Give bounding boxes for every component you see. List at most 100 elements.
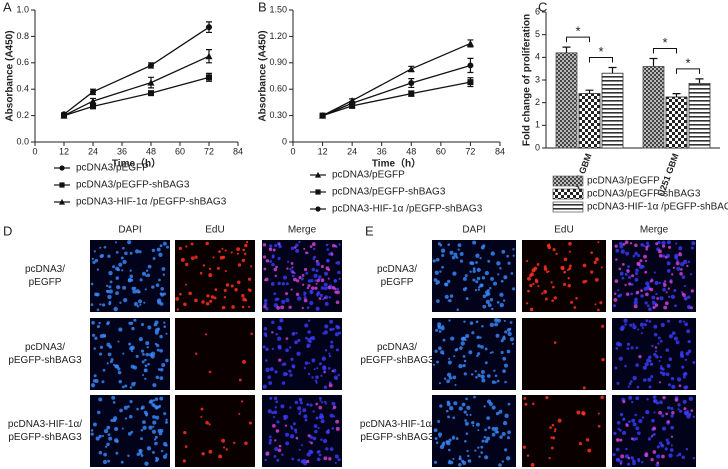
bar [555,52,578,149]
nucleus [269,260,273,264]
nucleus [665,348,670,352]
edu-spot [630,437,634,440]
nucleus [433,460,438,464]
micrograph [262,395,342,467]
nucleus [165,420,168,424]
nucleus [281,363,284,366]
y-tick-label: 0.6 [16,57,29,67]
edu-spot [236,252,240,255]
nucleus [658,359,661,362]
nucleus [498,463,502,467]
nucleus [320,419,325,424]
nucleus [449,406,454,411]
edu-spot [664,280,667,283]
nucleus [310,292,313,295]
nucleus [146,346,149,349]
nucleus [635,268,639,273]
nucleus [506,254,509,258]
marker [206,24,212,31]
nucleus [653,271,656,274]
micrograph [90,240,170,312]
nucleus [329,413,334,418]
edu-spot [240,400,244,403]
nucleus [472,424,475,427]
nucleus [647,284,650,288]
nucleus [315,381,318,384]
nucleus [156,343,160,348]
micrograph-bg [522,240,606,312]
edu-spot [290,288,293,291]
nucleus [127,454,130,457]
edu-spot [678,252,683,257]
nucleus [635,426,640,431]
nucleus [142,425,147,430]
nucleus [155,415,160,420]
edu-spot [529,307,534,312]
nucleus [277,336,282,341]
edu-spot [200,415,203,418]
edu-spot [285,337,289,340]
nucleus [619,429,622,432]
edu-spot [631,274,635,278]
edu-spot [334,244,337,248]
nucleus [651,300,656,305]
nucleus [459,252,464,256]
nucleus [512,254,515,257]
nucleus [455,437,459,440]
nucleus [308,440,311,443]
nucleus [637,254,641,258]
nucleus [641,326,644,330]
edu-spot [221,438,226,443]
nucleus [90,303,94,306]
nucleus [159,302,164,306]
nucleus [334,332,339,337]
nucleus [285,348,289,353]
nucleus [298,448,301,451]
nucleus [668,357,673,361]
nucleus [653,324,658,329]
nucleus [463,410,467,414]
edu-spot [582,386,586,390]
nucleus [648,320,652,323]
edu-spot [553,341,557,344]
edu-spot [320,278,325,283]
edu-spot [190,256,195,260]
edu-spot [523,396,527,400]
nucleus [438,382,442,385]
edu-spot [323,296,326,299]
nucleus [316,291,321,295]
nucleus [475,261,478,264]
legend-label: pcDNA3-HIF-1α /pEGFP-shBAG3 [332,204,483,215]
edu-spot [218,250,221,253]
nucleus [313,368,316,371]
edu-spot [551,299,554,302]
nucleus [278,244,282,249]
nucleus [659,355,663,359]
nucleus [163,325,166,328]
nucleus [615,248,620,253]
nucleus [144,288,147,291]
nucleus [502,336,506,341]
nucleus [484,455,489,460]
nucleus [163,321,166,324]
edu-spot [206,294,210,298]
nucleus [127,240,132,245]
nucleus [661,371,666,377]
nucleus [624,272,628,276]
nucleus [140,437,143,441]
nucleus [674,304,677,308]
x-tick-label: 72 [204,146,214,156]
edu-spot [587,448,592,453]
nucleus [90,429,94,432]
edu-spot [645,245,649,249]
nucleus [677,408,680,411]
edu-spot [670,435,674,438]
nucleus [457,243,462,248]
nucleus [632,459,636,463]
nucleus [305,271,309,275]
edu-spot [301,273,305,277]
nucleus [103,245,107,249]
edu-spot [328,383,333,388]
marker [58,198,66,205]
edu-spot [236,280,241,284]
